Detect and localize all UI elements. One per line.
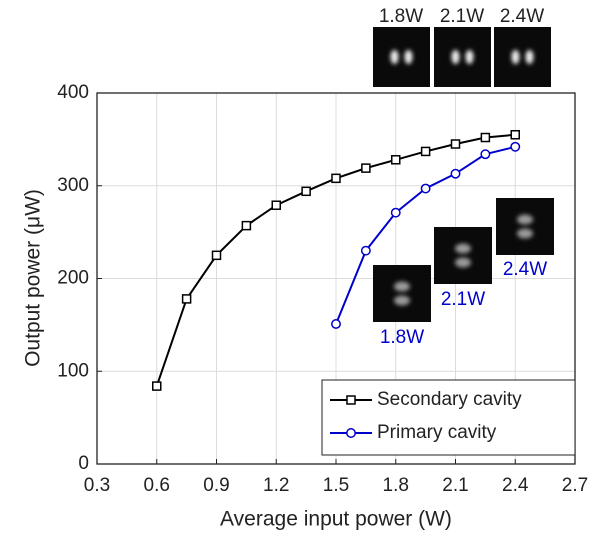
marker: [361, 163, 371, 173]
marker: [420, 146, 431, 157]
y-tick-label: 300: [57, 175, 89, 196]
inset-image: [373, 27, 430, 87]
marker: [450, 168, 461, 179]
inset-image: [496, 198, 554, 255]
inset-lobe: [517, 228, 533, 239]
legend-box: [321, 379, 576, 456]
marker: [211, 250, 222, 261]
y-tick-label: 200: [57, 268, 89, 289]
marker: [331, 318, 341, 329]
marker: [450, 139, 461, 149]
x-tick-label: 1.8: [383, 475, 409, 496]
inset-image: [494, 27, 551, 87]
y-tick-label: 400: [57, 82, 89, 103]
plot-frame: [96, 92, 576, 465]
marker: [331, 173, 341, 184]
marker: [181, 294, 192, 304]
inset-lobe: [511, 50, 520, 64]
x-tick-label: 1.2: [263, 475, 289, 496]
inset-label: 2.4W: [500, 6, 544, 27]
inset-image: [373, 265, 431, 322]
marker: [241, 220, 252, 231]
inset-image: [434, 227, 492, 284]
inset-lobe: [455, 243, 471, 254]
x-axis-label: Average input power (W): [220, 508, 452, 531]
y-tick-label: 100: [57, 360, 89, 381]
inset-label: 1.8W: [379, 6, 423, 27]
legend-label: Primary cavity: [377, 422, 497, 443]
inset-lobe: [525, 50, 534, 64]
y-tick-label: 0: [78, 453, 89, 474]
marker: [510, 129, 520, 140]
marker: [152, 381, 162, 391]
marker: [420, 183, 431, 194]
marker: [480, 132, 491, 143]
inset-label: 2.1W: [440, 6, 484, 27]
marker: [391, 155, 401, 165]
marker: [360, 245, 371, 256]
x-tick-label: 2.1: [442, 475, 468, 496]
inset-lobe: [455, 257, 471, 268]
inset-lobe: [394, 281, 410, 292]
inset-image: [434, 27, 491, 87]
marker: [510, 141, 521, 152]
marker: [301, 186, 311, 197]
inset-label: 2.1W: [441, 289, 485, 310]
x-tick-label: 2.7: [562, 475, 588, 496]
inset-lobe: [451, 50, 460, 64]
inset-lobe: [517, 214, 533, 225]
legend-marker: [346, 428, 356, 438]
marker: [480, 149, 491, 160]
inset-label: 1.8W: [380, 327, 424, 348]
x-tick-label: 0.9: [203, 475, 229, 496]
marker: [390, 207, 401, 218]
legend-marker: [346, 395, 356, 405]
inset-lobe: [394, 295, 410, 306]
marker: [271, 200, 281, 210]
inset-lobe: [404, 50, 413, 64]
x-tick-label: 2.4: [502, 475, 529, 496]
inset-label: 2.4W: [503, 259, 547, 280]
y-axis-label: Output power (μW): [22, 189, 45, 367]
x-tick-label: 0.6: [144, 475, 170, 496]
legend-label: Secondary cavity: [377, 389, 522, 410]
x-tick-label: 1.5: [323, 475, 349, 496]
x-tick-label: 0.3: [84, 475, 110, 496]
inset-lobe: [465, 50, 474, 64]
inset-lobe: [390, 50, 399, 64]
